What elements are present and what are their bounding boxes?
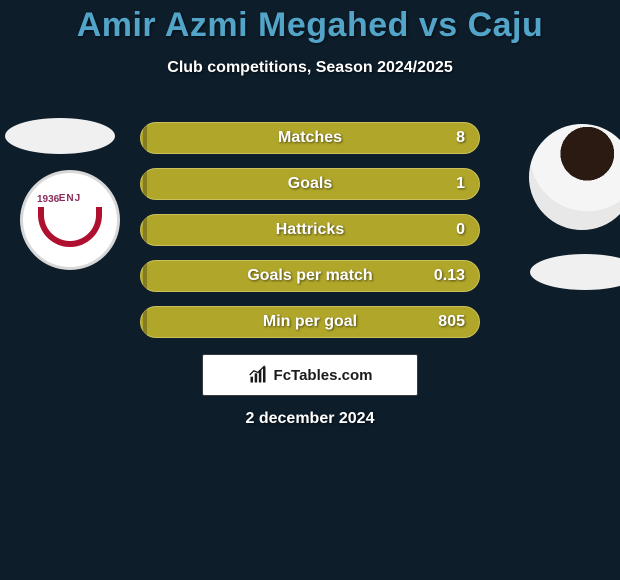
footer-date: 2 december 2024 (0, 410, 620, 428)
stat-value: 805 (438, 313, 465, 331)
stat-value: 0.13 (434, 267, 465, 285)
club-logo-text: ENJ (44, 193, 96, 204)
stat-label: Goals (141, 175, 479, 193)
stat-row-matches: Matches 8 (140, 122, 480, 154)
player-left-club-logo: 1936 ENJ (20, 170, 120, 270)
club-logo-arc: ENJ (38, 207, 102, 247)
stat-label: Goals per match (141, 267, 479, 285)
page-subtitle: Club competitions, Season 2024/2025 (0, 59, 620, 77)
player-right-photo (529, 124, 620, 230)
bar-chart-icon (248, 365, 268, 385)
stat-value: 8 (456, 129, 465, 147)
stat-row-hattricks: Hattricks 0 (140, 214, 480, 246)
stat-label: Min per goal (141, 313, 479, 331)
player-left-placeholder-ellipse (5, 118, 115, 154)
stat-row-goals-per-match: Goals per match 0.13 (140, 260, 480, 292)
stat-row-goals: Goals 1 (140, 168, 480, 200)
stat-label: Hattricks (141, 221, 479, 239)
stat-value: 0 (456, 221, 465, 239)
brand-text: FcTables.com (274, 367, 373, 384)
page-title: Amir Azmi Megahed vs Caju (0, 0, 620, 45)
brand-badge[interactable]: FcTables.com (202, 354, 418, 396)
stat-value: 1 (456, 175, 465, 193)
player-right-placeholder-ellipse (530, 254, 620, 290)
stat-label: Matches (141, 129, 479, 147)
stat-row-min-per-goal: Min per goal 805 (140, 306, 480, 338)
player-right-photo-inner (529, 124, 620, 230)
stats-bars: Matches 8 Goals 1 Hattricks 0 Goals per … (140, 122, 480, 352)
